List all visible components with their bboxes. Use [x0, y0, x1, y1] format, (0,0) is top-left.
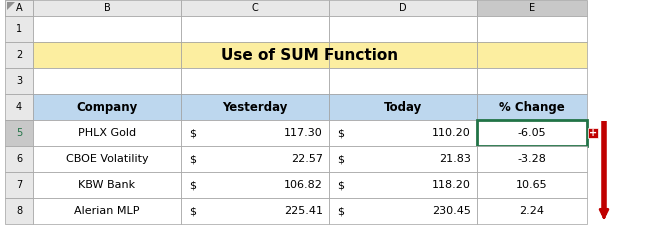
Text: KBW Bank: KBW Bank: [79, 180, 136, 190]
Bar: [33, 198, 181, 224]
Bar: [329, 120, 477, 146]
Text: $: $: [337, 180, 344, 190]
Bar: [477, 0, 587, 16]
Bar: [33, 42, 181, 68]
Bar: [181, 120, 329, 146]
Text: Use of SUM Function: Use of SUM Function: [222, 48, 398, 62]
Bar: [181, 0, 329, 16]
Bar: [181, 198, 329, 224]
Bar: [5, 146, 33, 172]
Text: +: +: [589, 128, 597, 138]
Text: 1: 1: [16, 24, 22, 34]
Bar: [477, 68, 587, 94]
Bar: [329, 0, 477, 16]
Bar: [181, 94, 329, 120]
Bar: [477, 146, 587, 172]
Text: D: D: [399, 3, 407, 13]
Bar: [477, 94, 587, 120]
Bar: [5, 172, 33, 198]
Text: 6: 6: [16, 154, 22, 164]
Text: $: $: [337, 128, 344, 138]
Text: 5: 5: [16, 128, 22, 138]
Bar: [477, 172, 587, 198]
Text: PHLX Gold: PHLX Gold: [78, 128, 136, 138]
Text: E: E: [529, 3, 535, 13]
Bar: [33, 16, 181, 42]
Text: 3: 3: [16, 76, 22, 86]
Text: 10.65: 10.65: [516, 180, 548, 190]
Text: B: B: [103, 3, 111, 13]
Text: -6.05: -6.05: [517, 128, 546, 138]
Text: 7: 7: [16, 180, 22, 190]
Text: Yesterday: Yesterday: [222, 101, 288, 114]
Bar: [5, 198, 33, 224]
Bar: [181, 172, 329, 198]
Text: -3.28: -3.28: [517, 154, 547, 164]
Bar: [477, 198, 587, 224]
Text: Alerian MLP: Alerian MLP: [74, 206, 140, 216]
Bar: [5, 0, 33, 16]
Bar: [33, 0, 181, 16]
Text: 225.41: 225.41: [284, 206, 323, 216]
Bar: [477, 42, 587, 68]
Bar: [33, 172, 181, 198]
Bar: [33, 94, 181, 120]
Bar: [5, 120, 33, 146]
Bar: [329, 198, 477, 224]
Bar: [329, 172, 477, 198]
Bar: [329, 16, 477, 42]
Text: 4: 4: [16, 102, 22, 112]
Bar: [5, 94, 33, 120]
Text: $: $: [189, 180, 196, 190]
Text: 2.24: 2.24: [519, 206, 545, 216]
Bar: [33, 146, 181, 172]
Bar: [329, 42, 477, 68]
Text: $: $: [189, 154, 196, 164]
Text: 117.30: 117.30: [284, 128, 323, 138]
Text: 22.57: 22.57: [291, 154, 323, 164]
Text: $: $: [189, 128, 196, 138]
Bar: [181, 68, 329, 94]
Bar: [181, 42, 329, 68]
Bar: [5, 68, 33, 94]
Bar: [329, 94, 477, 120]
Text: $: $: [337, 206, 344, 216]
Text: % Change: % Change: [499, 101, 565, 114]
Text: 230.45: 230.45: [432, 206, 471, 216]
Text: Today: Today: [384, 101, 422, 114]
Bar: [33, 120, 181, 146]
Text: 110.20: 110.20: [432, 128, 471, 138]
Bar: [477, 120, 587, 146]
Text: Company: Company: [77, 101, 138, 114]
Bar: [33, 68, 181, 94]
Bar: [477, 16, 587, 42]
Text: 21.83: 21.83: [439, 154, 471, 164]
Text: CBOE Volatility: CBOE Volatility: [66, 154, 148, 164]
Bar: [5, 0, 33, 16]
Bar: [5, 16, 33, 42]
Bar: [329, 146, 477, 172]
Bar: [588, 128, 598, 138]
Bar: [181, 16, 329, 42]
Bar: [181, 146, 329, 172]
Text: 118.20: 118.20: [432, 180, 471, 190]
Bar: [329, 68, 477, 94]
Text: 106.82: 106.82: [284, 180, 323, 190]
Text: $: $: [337, 154, 344, 164]
Text: $: $: [189, 206, 196, 216]
Text: 2: 2: [16, 50, 22, 60]
Text: A: A: [16, 3, 22, 13]
Text: C: C: [252, 3, 259, 13]
Bar: [5, 42, 33, 68]
Polygon shape: [7, 2, 15, 10]
Text: 8: 8: [16, 206, 22, 216]
